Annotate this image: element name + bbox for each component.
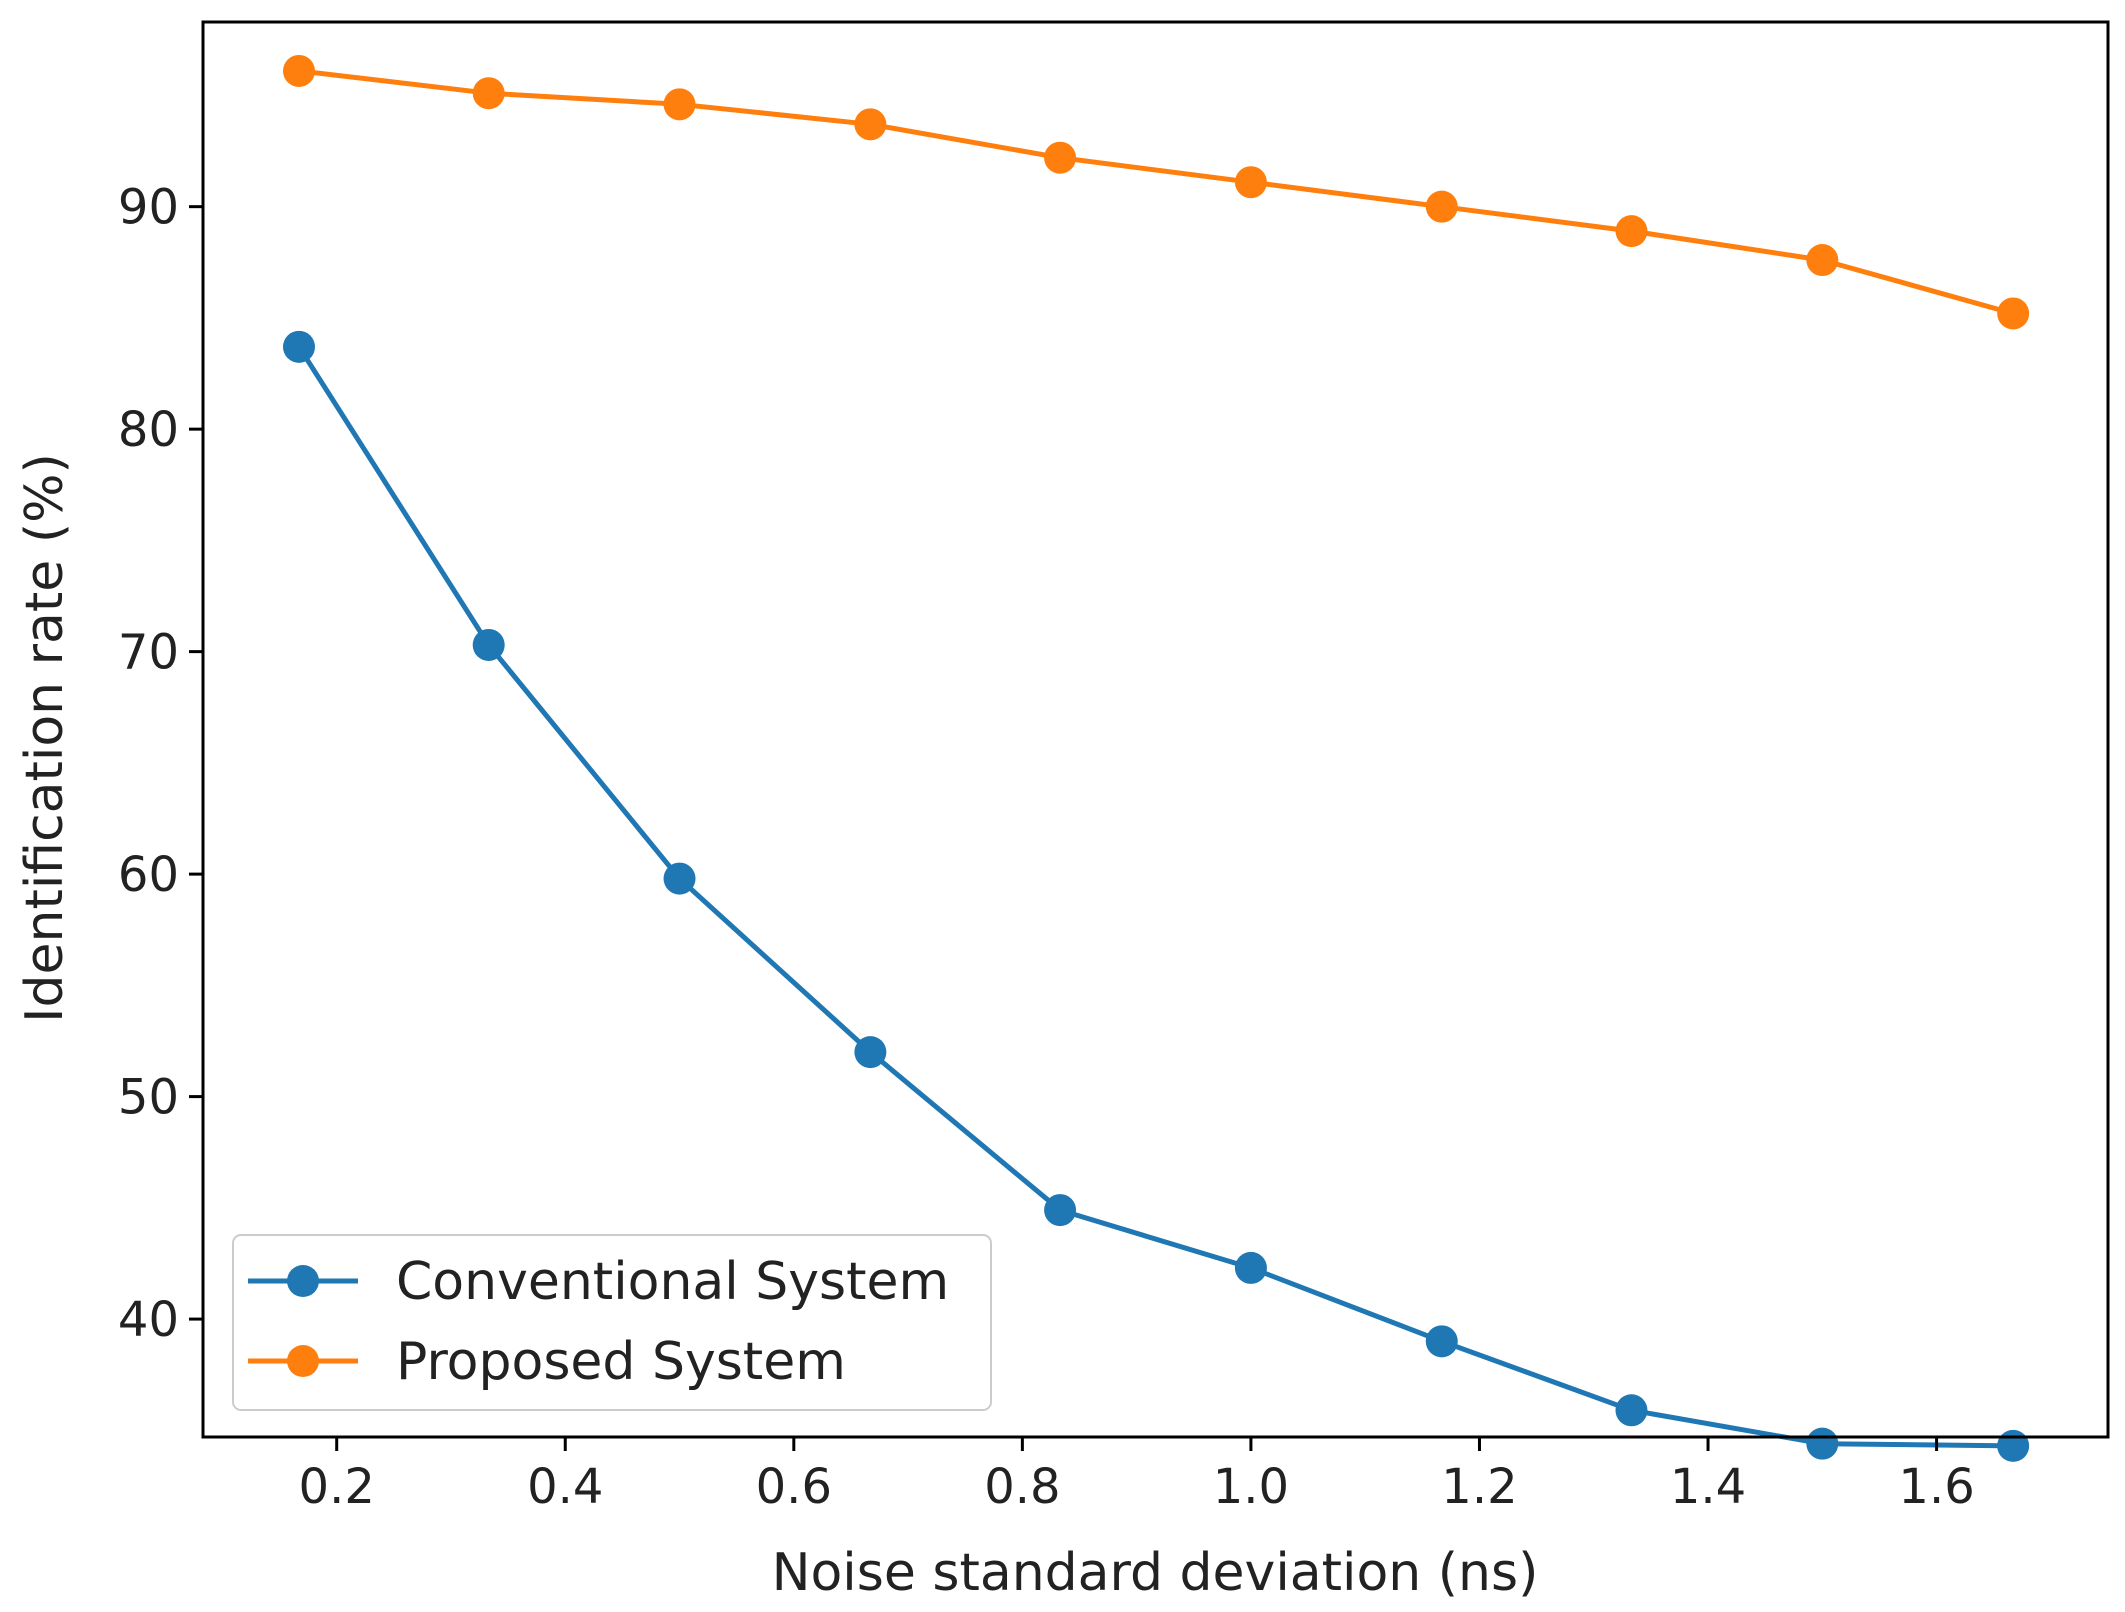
data-point bbox=[1615, 1394, 1648, 1427]
data-point bbox=[1234, 1251, 1267, 1284]
data-point bbox=[472, 77, 505, 110]
data-point bbox=[472, 628, 505, 661]
x-tick-label: 1.6 bbox=[1898, 1459, 1974, 1515]
data-point bbox=[1425, 1325, 1458, 1358]
y-tick-label: 40 bbox=[118, 1292, 179, 1348]
legend-marker-1 bbox=[287, 1345, 319, 1377]
data-point bbox=[1234, 166, 1267, 199]
x-tick-label: 1.4 bbox=[1670, 1459, 1746, 1515]
data-point bbox=[1806, 244, 1839, 277]
series-line-1 bbox=[296, 68, 2016, 316]
x-tick-label: 0.4 bbox=[527, 1459, 603, 1515]
x-tick-label: 0.8 bbox=[984, 1459, 1060, 1515]
data-point bbox=[854, 108, 887, 141]
x-tick-label: 1.0 bbox=[1213, 1459, 1289, 1515]
y-tick-label: 70 bbox=[118, 625, 179, 681]
legend-label-0: Conventional System bbox=[396, 1252, 949, 1312]
data-point bbox=[663, 88, 696, 121]
data-point bbox=[1997, 297, 2030, 330]
data-point bbox=[1044, 1194, 1077, 1227]
y-tick-label: 60 bbox=[118, 847, 179, 903]
series-layer bbox=[282, 54, 2030, 1462]
data-point bbox=[663, 862, 696, 895]
data-point bbox=[854, 1036, 887, 1069]
x-tick-label: 0.6 bbox=[756, 1459, 832, 1515]
y-tick-label: 90 bbox=[118, 180, 179, 236]
data-point bbox=[1425, 190, 1458, 223]
legend: Conventional System Proposed System bbox=[232, 1234, 992, 1411]
data-point bbox=[1997, 1429, 2030, 1462]
x-tick-label: 1.2 bbox=[1441, 1459, 1517, 1515]
legend-box bbox=[232, 1234, 992, 1411]
x-axis: 0.2 0.4 0.6 0.8 1.0 1.2 1.4 1.6 bbox=[299, 1437, 1975, 1515]
x-tick-label: 0.2 bbox=[299, 1459, 375, 1515]
data-point bbox=[1806, 1427, 1839, 1460]
data-point bbox=[282, 330, 315, 363]
series-line-0 bbox=[296, 344, 2016, 1449]
plot-frame bbox=[201, 20, 2110, 1439]
data-point bbox=[282, 54, 315, 87]
y-tick-label: 50 bbox=[118, 1070, 179, 1126]
y-tick-label: 80 bbox=[118, 402, 179, 458]
data-point bbox=[1044, 141, 1077, 174]
x-axis-title: Noise standard deviation (ns) bbox=[772, 1543, 1539, 1603]
y-axis: 40 50 60 70 80 90 bbox=[118, 180, 203, 1348]
legend-marker-0 bbox=[287, 1265, 319, 1297]
data-point bbox=[1615, 215, 1648, 248]
legend-label-1: Proposed System bbox=[396, 1332, 846, 1392]
y-axis-title: Identification rate (%) bbox=[15, 453, 75, 1023]
